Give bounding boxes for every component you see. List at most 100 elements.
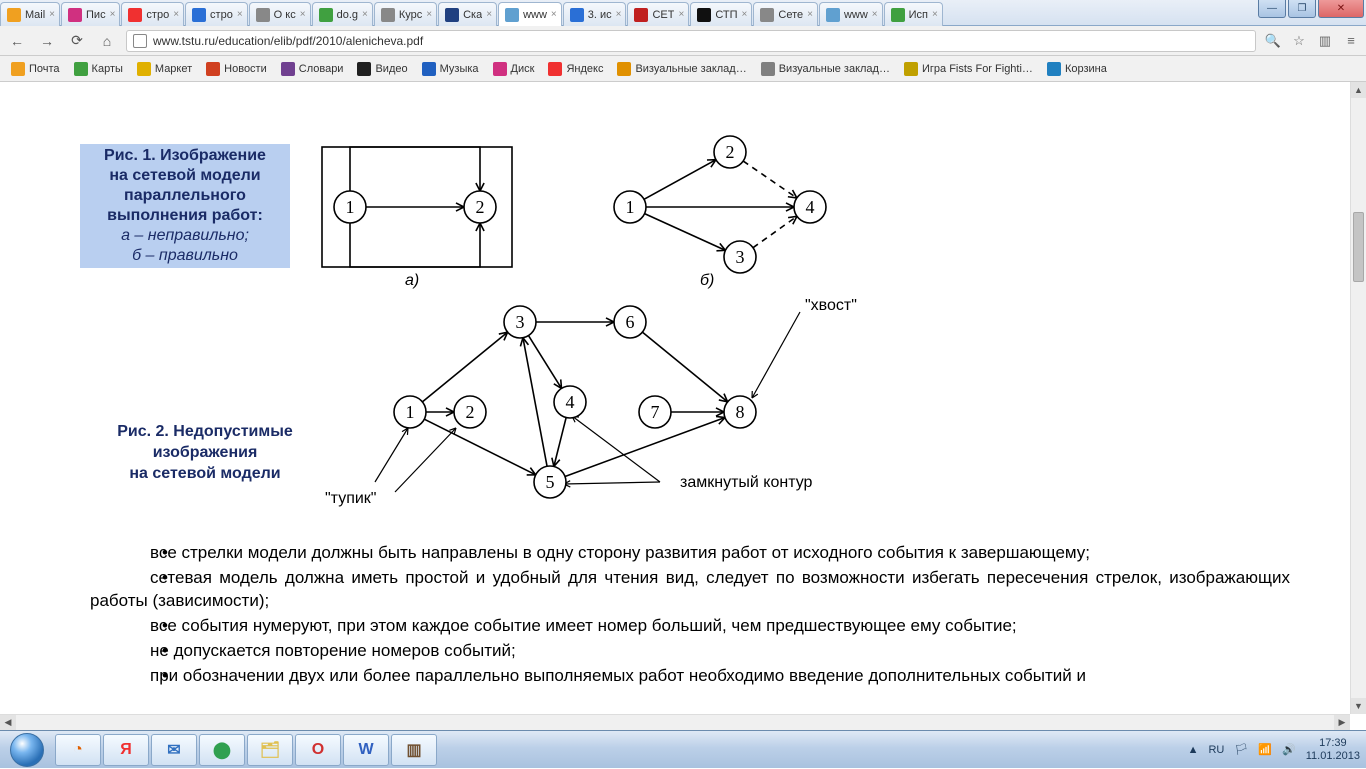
taskbar-app-button[interactable]: O: [295, 734, 341, 766]
tab-close-icon[interactable]: ×: [742, 9, 748, 20]
browser-tab[interactable]: Mail×: [0, 2, 60, 26]
tab-close-icon[interactable]: ×: [678, 9, 684, 20]
scroll-left-button[interactable]: ◀: [0, 715, 16, 730]
browser-tab[interactable]: Исп×: [884, 2, 943, 26]
menu-icon[interactable]: ≡: [1342, 32, 1360, 50]
figure-2-khvost-label: "хвост": [805, 297, 857, 315]
bookmark-item[interactable]: Яндекс: [543, 60, 608, 78]
tab-label: стро: [210, 9, 233, 21]
tab-label: do.g: [337, 9, 358, 21]
bookmark-item[interactable]: Музыка: [417, 60, 484, 78]
browser-tab[interactable]: Пис ×: [61, 2, 120, 26]
scroll-up-button[interactable]: ▲: [1351, 82, 1366, 98]
window-maximize-button[interactable]: ❐: [1288, 0, 1316, 18]
window-close-button[interactable]: ✕: [1318, 0, 1364, 18]
svg-text:1: 1: [406, 402, 415, 422]
language-indicator[interactable]: RU: [1208, 744, 1224, 756]
bookmark-item[interactable]: Новости: [201, 60, 272, 78]
window-minimize-button[interactable]: —: [1258, 0, 1286, 18]
taskbar-app-button[interactable]: ✉: [151, 734, 197, 766]
tab-close-icon[interactable]: ×: [49, 9, 55, 20]
tab-close-icon[interactable]: ×: [237, 9, 243, 20]
bookmark-item[interactable]: Диск: [488, 60, 540, 78]
horizontal-scrollbar[interactable]: ◀ ▶: [0, 714, 1350, 730]
browser-tab[interactable]: do.g ×: [312, 2, 373, 26]
tab-close-icon[interactable]: ×: [300, 9, 306, 20]
taskbar-app-button[interactable]: W: [343, 734, 389, 766]
url-input[interactable]: www.tstu.ru/education/elib/pdf/2010/alen…: [126, 30, 1256, 52]
tray-network-icon[interactable]: 📶: [1258, 743, 1272, 756]
start-button[interactable]: [0, 731, 54, 769]
svg-text:3: 3: [736, 247, 745, 267]
tab-favicon-icon: [256, 8, 270, 22]
browser-tab[interactable]: Сете ×: [753, 2, 818, 26]
browser-tab[interactable]: стро×: [121, 2, 184, 26]
vertical-scrollbar[interactable]: ▲ ▼: [1350, 82, 1366, 714]
taskbar-app-button[interactable]: ◔: [55, 734, 101, 766]
bullet-item: сетевая модель должна иметь простой и уд…: [90, 567, 1290, 613]
tab-close-icon[interactable]: ×: [173, 9, 179, 20]
tab-close-icon[interactable]: ×: [426, 9, 432, 20]
svg-text:7: 7: [651, 402, 660, 422]
nav-forward-button[interactable]: →: [36, 30, 58, 52]
bookmark-item[interactable]: Игра Fists For Fighti…: [899, 60, 1038, 78]
pdf-viewport: Рис. 1. Изображение на сетевой модели па…: [0, 82, 1350, 714]
search-icon[interactable]: 🔍: [1264, 32, 1282, 50]
figure-2-tupik-label: "тупик": [325, 490, 376, 508]
taskbar-app-button[interactable]: Я: [103, 734, 149, 766]
tab-favicon-icon: [697, 8, 711, 22]
tray-flag-icon[interactable]: 🏳: [1234, 743, 1248, 756]
scroll-down-button[interactable]: ▼: [1351, 698, 1366, 714]
bookmark-item[interactable]: Словари: [276, 60, 349, 78]
bookmark-favicon-icon: [493, 62, 507, 76]
browser-tab[interactable]: СЕТ×: [627, 2, 689, 26]
tab-close-icon[interactable]: ×: [616, 9, 622, 20]
tab-label: Пис: [86, 9, 106, 21]
tab-label: Сете: [778, 9, 803, 21]
tray-arrow-icon[interactable]: ▲: [1188, 744, 1199, 756]
bullet-item: все стрелки модели должны быть направлен…: [90, 542, 1290, 565]
tab-close-icon[interactable]: ×: [110, 9, 116, 20]
tab-close-icon[interactable]: ×: [807, 9, 813, 20]
tab-label: СТП: [715, 9, 737, 21]
bookmark-item[interactable]: Видео: [352, 60, 412, 78]
browser-tab[interactable]: СТП ×: [690, 2, 752, 26]
browser-tab[interactable]: Ска×: [438, 2, 497, 26]
tab-close-icon[interactable]: ×: [872, 9, 878, 20]
browser-tab[interactable]: 3. ис×: [563, 2, 627, 26]
bookmark-item[interactable]: Почта: [6, 60, 65, 78]
tab-close-icon[interactable]: ×: [362, 9, 368, 20]
taskbar-app-icon: O: [312, 741, 324, 759]
browser-tab[interactable]: О кс×: [249, 2, 311, 26]
scroll-right-button[interactable]: ▶: [1334, 715, 1350, 730]
tray-volume-icon[interactable]: 🔊: [1282, 743, 1296, 756]
browser-tab[interactable]: стро ×: [185, 2, 248, 26]
bookmark-item[interactable]: Маркет: [132, 60, 197, 78]
taskbar-buttons: ◔Я✉⬤ 🗂 O W▥: [54, 734, 438, 766]
tab-close-icon[interactable]: ×: [932, 9, 938, 20]
clock[interactable]: 17:39 11.01.2013: [1306, 737, 1360, 761]
bookmark-favicon-icon: [137, 62, 151, 76]
bookmark-item[interactable]: Визуальные заклад…: [612, 60, 751, 78]
tab-close-icon[interactable]: ×: [551, 9, 557, 20]
taskbar-app-button[interactable]: ▥: [391, 734, 437, 766]
taskbar-app-icon: 🗂: [260, 740, 280, 760]
bookmark-item[interactable]: Визуальные заклад…: [756, 60, 895, 78]
tab-close-icon[interactable]: ×: [486, 9, 492, 20]
browser-tab[interactable]: www×: [819, 2, 883, 26]
browser-tab[interactable]: Курс×: [374, 2, 437, 26]
browser-tab[interactable]: www×: [498, 2, 562, 26]
start-orb-icon: [10, 733, 44, 767]
bookmark-item[interactable]: Карты: [69, 60, 128, 78]
nav-reload-button[interactable]: ⟳: [66, 30, 88, 52]
scroll-thumb[interactable]: [1353, 212, 1364, 282]
nav-home-button[interactable]: ⌂: [96, 30, 118, 52]
taskbar-app-button[interactable]: ⬤: [199, 734, 245, 766]
nav-back-button[interactable]: ←: [6, 30, 28, 52]
tab-favicon-icon: [505, 8, 519, 22]
bookmark-favicon-icon: [548, 62, 562, 76]
bookmark-item[interactable]: Корзина: [1042, 60, 1112, 78]
page-icon[interactable]: ▥: [1316, 32, 1334, 50]
taskbar-app-button[interactable]: 🗂: [247, 734, 293, 766]
bookmark-star-icon[interactable]: ☆: [1290, 32, 1308, 50]
